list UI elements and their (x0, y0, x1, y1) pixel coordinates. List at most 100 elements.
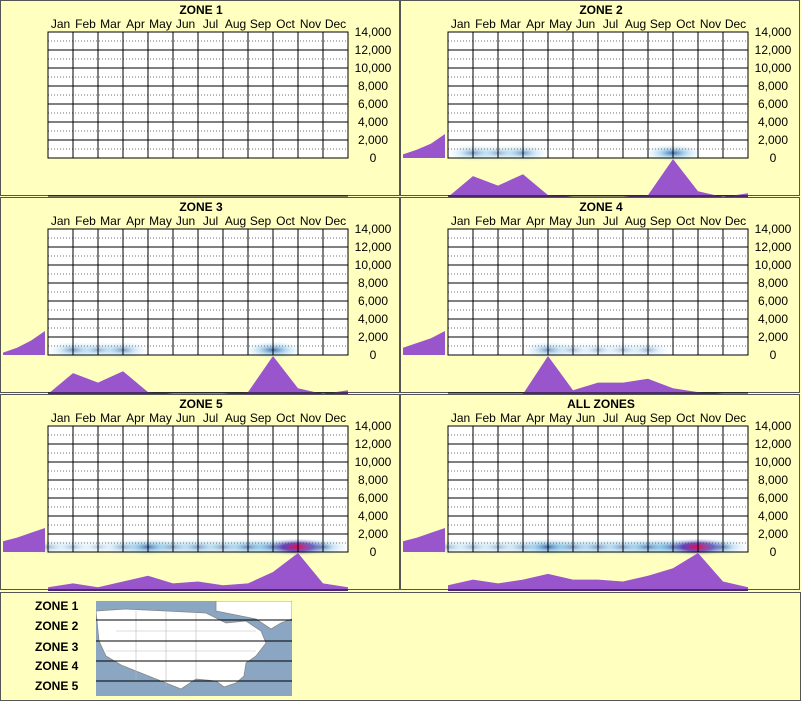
month-label: Jul (203, 214, 218, 228)
zone-title: ZONE 1 (179, 3, 223, 17)
month-label: Apr (526, 411, 545, 425)
y-tick-label: 0 (770, 151, 777, 165)
elevation-profile-area (403, 134, 445, 158)
month-label: Feb (475, 17, 496, 31)
month-label: Mar (500, 17, 521, 31)
y-tick-label: 4,000 (358, 509, 388, 523)
y-tick-label: 10,000 (755, 61, 792, 75)
zone-panel-2: ZONE 2 Jan Feb Mar Apr May Jun Jul Aug Sep Oct Nov D… (400, 0, 800, 197)
y-tick-label: 10,000 (355, 258, 392, 272)
zone-title: ZONE 3 (179, 200, 223, 214)
y-tick-label: 10,000 (755, 258, 792, 272)
legend-zone-4: ZONE 4 (35, 659, 79, 673)
monthly-density-area (448, 356, 748, 394)
month-label: May (549, 411, 572, 425)
month-label: Jun (176, 214, 195, 228)
month-label: Feb (475, 411, 496, 425)
y-tick-label: 8,000 (758, 473, 788, 487)
y-tick-label: 14,000 (755, 419, 792, 433)
y-tick-label: 10,000 (355, 455, 392, 469)
month-label: Dec (325, 17, 346, 31)
zone-chart-svg: ZONE 4 Jan Feb Mar Apr May Jun Jul Aug Sep Oct Nov D… (403, 200, 792, 394)
month-label: Jan (51, 17, 70, 31)
month-label: Jul (203, 17, 218, 31)
zone-legend: ZONE 1 ZONE 2 ZONE 3 ZONE 4 ZONE 5 (0, 592, 801, 701)
legend-zone-3: ZONE 3 (35, 640, 79, 654)
y-tick-label: 12,000 (355, 437, 392, 451)
zone-title: ALL ZONES (567, 397, 635, 411)
month-label: Mar (100, 214, 121, 228)
y-tick-label: 12,000 (355, 240, 392, 254)
month-label: Nov (700, 411, 721, 425)
month-label: Jun (176, 17, 195, 31)
y-tick-label: 6,000 (358, 491, 388, 505)
map-land-north (215, 601, 292, 630)
legend-zone-2: ZONE 2 (35, 619, 79, 633)
y-tick-label: 0 (370, 545, 377, 559)
y-tick-label: 4,000 (758, 115, 788, 129)
y-tick-label: 12,000 (755, 437, 792, 451)
map-land (96, 608, 267, 690)
month-label: Jan (451, 214, 470, 228)
month-label: May (149, 214, 172, 228)
elevation-profile-area (403, 331, 445, 355)
y-tick-label: 4,000 (358, 115, 388, 129)
zone-panel-5: ZONE 5 Jan Feb Mar Apr May Jun Jul Aug Sep Oct Nov D… (0, 394, 400, 591)
zone-chart-svg: ZONE 5 Jan Feb Mar Apr May Jun Jul Aug Sep Oct Nov D… (3, 397, 392, 591)
month-label: Mar (500, 411, 521, 425)
month-label: May (549, 17, 572, 31)
elevation-profile-area (3, 528, 45, 552)
month-label: Jun (576, 214, 595, 228)
month-label: Jul (203, 411, 218, 425)
month-label: Jul (603, 214, 618, 228)
monthly-density-area (448, 159, 748, 197)
month-label: Oct (676, 411, 695, 425)
month-label: May (149, 17, 172, 31)
y-tick-label: 0 (370, 348, 377, 362)
zone-panel-6: ALL ZONES Jan Feb Mar Apr May Jun Jul Aug Sep Oct N… (400, 394, 800, 591)
month-label: Oct (276, 17, 295, 31)
y-tick-label: 8,000 (758, 79, 788, 93)
zone-chart-svg: ZONE 2 Jan Feb Mar Apr May Jun Jul Aug Sep Oct Nov D… (403, 3, 792, 197)
y-tick-label: 12,000 (355, 43, 392, 57)
y-tick-label: 0 (370, 151, 377, 165)
month-label: May (549, 214, 572, 228)
y-tick-label: 8,000 (358, 276, 388, 290)
month-label: Sep (250, 214, 272, 228)
month-label: Mar (500, 214, 521, 228)
zone-chart-svg: ZONE 3 Jan Feb Mar Apr May Jun Jul Aug Sep Oct Nov D… (3, 200, 392, 394)
y-tick-label: 10,000 (755, 455, 792, 469)
legend-zone-5: ZONE 5 (35, 679, 79, 693)
zone-panel-1: ZONE 1 Jan Feb Mar Apr May Jun Jul Aug Sep Oct Nov D… (0, 0, 400, 197)
month-label: Feb (75, 411, 96, 425)
y-tick-label: 12,000 (755, 240, 792, 254)
month-label: Nov (300, 17, 321, 31)
month-label: Oct (276, 214, 295, 228)
y-tick-label: 14,000 (355, 222, 392, 236)
y-tick-label: 14,000 (755, 222, 792, 236)
month-label: Nov (700, 17, 721, 31)
y-tick-label: 8,000 (358, 79, 388, 93)
month-label: Nov (300, 214, 321, 228)
y-tick-label: 12,000 (755, 43, 792, 57)
month-label: Oct (676, 214, 695, 228)
month-label: Jul (603, 411, 618, 425)
month-label: Aug (225, 17, 246, 31)
monthly-density-area (48, 356, 348, 394)
month-label: Sep (650, 214, 672, 228)
map-state-borders (106, 611, 256, 686)
zone-title: ZONE 5 (179, 397, 223, 411)
month-label: Jan (51, 411, 70, 425)
y-tick-label: 14,000 (755, 25, 792, 39)
month-label: Apr (526, 214, 545, 228)
month-label: Jan (51, 214, 70, 228)
month-label: Aug (625, 214, 646, 228)
month-label: Dec (725, 214, 746, 228)
y-tick-label: 2,000 (758, 133, 788, 147)
elevation-profile-area (403, 528, 445, 552)
zone-title: ZONE 4 (579, 200, 623, 214)
month-label: Aug (225, 214, 246, 228)
month-label: Mar (100, 411, 121, 425)
y-tick-label: 6,000 (758, 491, 788, 505)
y-tick-label: 0 (770, 348, 777, 362)
